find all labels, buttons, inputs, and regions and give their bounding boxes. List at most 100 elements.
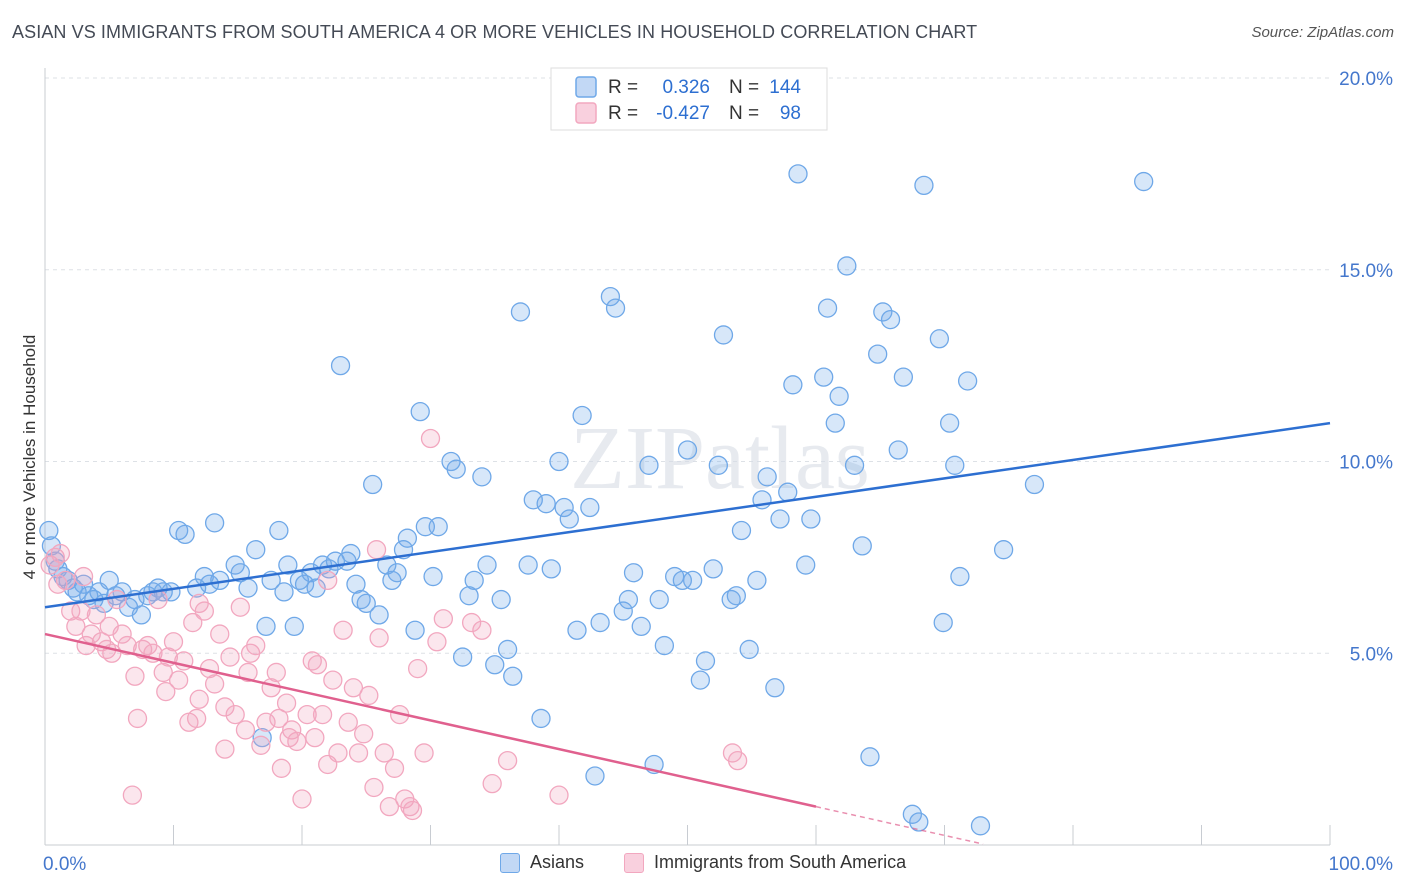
south-america-point	[194, 601, 214, 621]
asian-point	[518, 555, 538, 575]
asian-point	[708, 455, 728, 475]
asian-point	[369, 605, 389, 625]
x-tick-label: 100.0%	[1329, 854, 1394, 875]
asian-point	[888, 440, 908, 460]
asian-point	[387, 563, 407, 583]
legend-label-south-america: Immigrants from South America	[654, 852, 907, 872]
asian-point	[428, 517, 448, 537]
south-america-point	[251, 735, 271, 755]
asians-trend-line	[44, 421, 1331, 609]
y-axis-label: 4 or more Vehicles in Household	[20, 335, 39, 580]
south-america-point	[407, 658, 428, 679]
asian-point	[497, 639, 518, 660]
asian-point	[377, 555, 397, 575]
south-america-point	[369, 628, 389, 648]
asian-point	[503, 666, 523, 686]
asian-point	[567, 620, 587, 640]
asian-point	[690, 670, 710, 690]
south-america-point	[343, 678, 364, 698]
south-america-point	[230, 597, 250, 617]
asian-point	[801, 509, 821, 529]
asian-point	[893, 367, 914, 387]
legend-n-label-2: N =	[729, 103, 759, 124]
south-america-point	[183, 612, 203, 633]
legend-n-value-2: 98	[780, 103, 801, 124]
asian-point	[957, 371, 978, 391]
legend-n-label-1: N =	[729, 77, 759, 98]
asian-point	[605, 298, 626, 318]
asian-point	[274, 582, 294, 602]
asian-point	[817, 298, 838, 318]
asian-point	[459, 586, 479, 606]
asian-point	[639, 455, 659, 475]
south-america-point	[238, 662, 258, 683]
south-america-point	[186, 708, 207, 729]
south-america-point	[305, 727, 325, 748]
asian-point	[554, 497, 574, 518]
asian-point	[914, 175, 934, 196]
asian-point	[844, 455, 865, 475]
south-america-point	[338, 712, 358, 732]
south-america-point	[420, 428, 441, 449]
asian-point	[341, 543, 361, 564]
asian-point	[580, 497, 600, 518]
asian-point	[252, 727, 272, 748]
south-america-point	[359, 685, 379, 706]
asian-point	[356, 593, 376, 614]
asian-point	[531, 708, 551, 729]
legend-item-asians: Asians	[500, 852, 584, 873]
asian-point	[631, 616, 651, 637]
south-america-point	[374, 743, 394, 763]
south-america-point	[472, 620, 492, 640]
asian-point	[278, 555, 298, 575]
asian-point	[829, 386, 849, 406]
asian-point	[929, 329, 950, 349]
asian-point	[284, 616, 304, 637]
asian-point	[256, 616, 276, 637]
south-america-point	[348, 743, 369, 763]
y-tick-label: 20.0%	[1339, 69, 1393, 90]
south-america-point	[66, 616, 86, 637]
asian-point	[452, 647, 473, 667]
asian-point	[909, 812, 929, 832]
south-america-point	[297, 704, 317, 725]
legend-r-value-1: 0.326	[662, 77, 710, 98]
south-america-point	[727, 750, 748, 771]
asian-point	[770, 509, 790, 529]
asian-point	[410, 401, 430, 422]
asian-point	[397, 528, 418, 548]
south-america-point	[379, 797, 400, 817]
south-america-point	[73, 566, 94, 587]
y-tick-label: 5.0%	[1350, 644, 1393, 665]
asian-point	[852, 536, 872, 556]
south-america-point	[107, 589, 127, 610]
asian-point	[739, 639, 759, 660]
bottom-legend: Asians Immigrants from South America	[0, 852, 1406, 878]
asian-point	[590, 612, 610, 633]
asian-point	[860, 747, 880, 767]
asian-point	[238, 578, 258, 598]
y-tick-label: 10.0%	[1339, 453, 1393, 474]
south-america-point	[276, 693, 297, 713]
asian-point	[796, 555, 816, 575]
south-america-point	[127, 708, 148, 729]
asian-point	[363, 474, 383, 495]
south-america-point	[235, 720, 256, 740]
asian-point	[726, 586, 746, 606]
south-america-point	[433, 609, 454, 629]
south-america-point	[427, 632, 447, 652]
asian-point	[950, 566, 970, 587]
asian-point	[559, 509, 579, 529]
asian-point	[757, 467, 777, 487]
asian-point	[747, 570, 767, 591]
south-america-point	[282, 720, 302, 740]
south-america-point	[122, 785, 143, 805]
asian-point	[541, 559, 561, 579]
asian-point	[477, 555, 497, 575]
south-america-point	[482, 773, 502, 794]
asian-point	[868, 344, 888, 364]
asian-point	[713, 325, 734, 345]
legend-r-label-2: R =	[608, 103, 638, 124]
south-america-point	[269, 708, 289, 729]
